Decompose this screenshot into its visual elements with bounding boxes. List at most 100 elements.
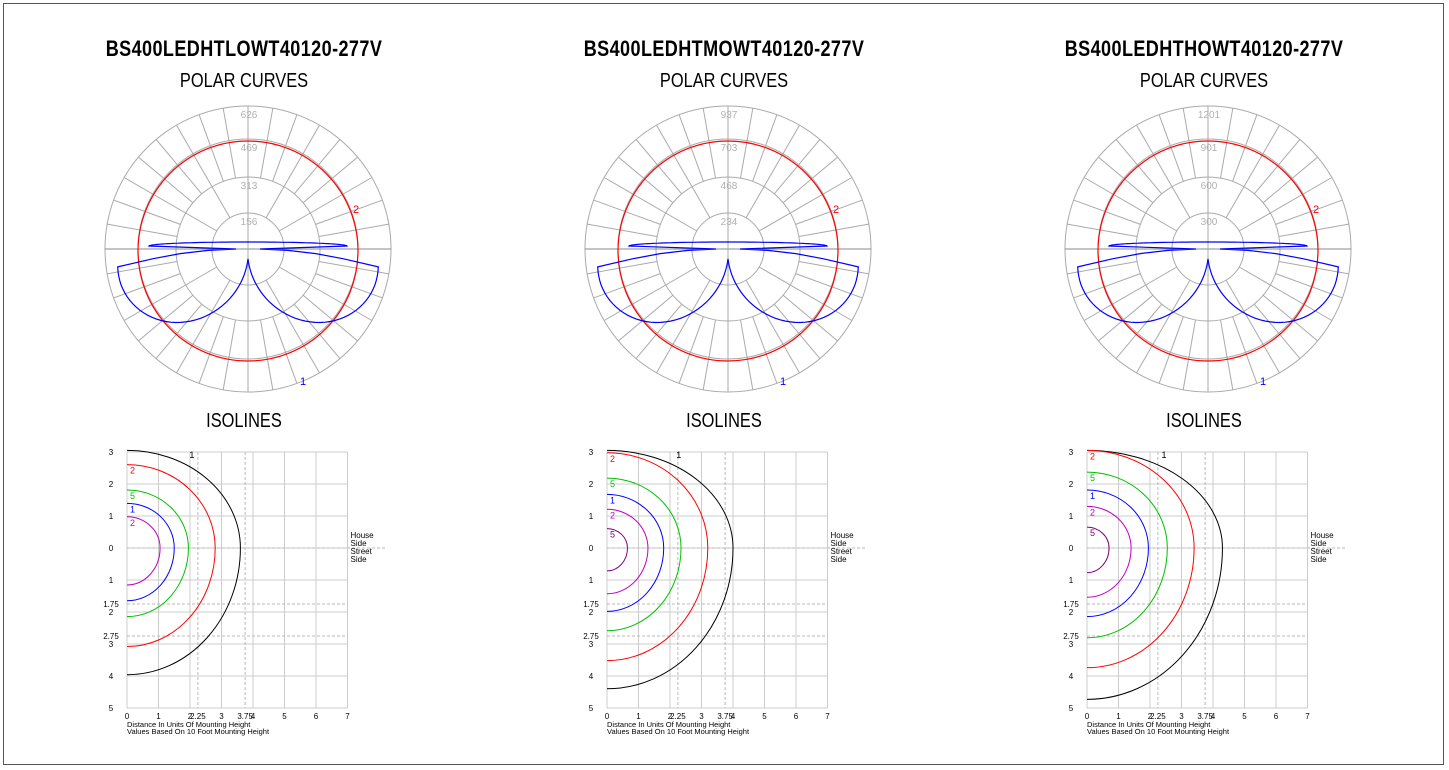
polar-spoke	[1253, 303, 1301, 359]
polar-series-label: 2	[833, 204, 839, 216]
polar-spoke	[107, 261, 178, 275]
isoline-side-label: Side	[351, 539, 368, 548]
isoline-contour	[606, 493, 665, 612]
isoline-x-tick: 1	[1116, 712, 1121, 721]
polar-spoke	[198, 114, 224, 182]
chart-panel-1: BS400LEDHTLOWT40120-277V POLAR CURVES 62…	[4, 4, 484, 764]
polar-spoke	[782, 156, 838, 204]
isoline-contour-label: 2	[610, 454, 615, 464]
isoline-grid	[606, 451, 866, 709]
isoline-y-tick: 2.75	[1063, 632, 1079, 641]
isoline-contour	[1086, 526, 1110, 574]
isoline-contour	[606, 508, 649, 595]
polar-spoke	[587, 223, 658, 237]
isoline-y-tick: 0	[109, 544, 114, 553]
isoline-x-tick: 5	[1242, 712, 1247, 721]
isoline-contour	[606, 528, 628, 572]
polar-ring-label: 901	[1201, 143, 1218, 154]
polar-curves-heading: POLAR CURVES	[179, 70, 309, 92]
polar-spoke	[702, 319, 716, 390]
chart-panel-2: BS400LEDHTMOWT40120-277V POLAR CURVES 93…	[484, 4, 964, 764]
polar-spoke	[113, 199, 181, 225]
isoline-contour-label: 5	[610, 479, 615, 489]
polar-spoke	[678, 114, 704, 182]
polar-series-2	[1097, 140, 1319, 362]
polar-spoke	[752, 114, 778, 182]
isoline-contour-label: 2	[1090, 507, 1095, 517]
isoline-x-tick: 7	[1305, 712, 1310, 721]
isoline-x-tick: 5	[762, 712, 767, 721]
isoline-contour-label: 2	[610, 510, 615, 520]
isoline-contour	[606, 452, 709, 662]
isoline-contour-label: 1	[676, 450, 681, 460]
polar-spoke	[795, 199, 863, 225]
isoline-y-tick: 3	[109, 448, 114, 457]
polar-spoke	[773, 139, 821, 195]
isoline-y-tick: 2	[109, 480, 114, 489]
polar-ring-label: 313	[241, 181, 258, 192]
isoline-y-tick: 2	[109, 608, 114, 617]
polar-spoke	[1275, 199, 1343, 225]
polar-spoke	[603, 266, 698, 321]
polar-spoke	[1115, 139, 1163, 195]
polar-series-label: 1	[300, 376, 306, 388]
isoline-contour	[606, 477, 682, 632]
polar-spoke	[123, 266, 218, 321]
polar-spoke	[265, 124, 320, 219]
isoline-y-tick: 3	[1069, 640, 1074, 649]
polar-spoke	[155, 139, 203, 195]
isoline-contour	[126, 489, 189, 618]
isoline-side-label: Side	[1311, 555, 1328, 564]
polar-spoke	[1083, 266, 1178, 321]
polar-ring-label: 468	[721, 181, 738, 192]
polar-spoke	[1253, 139, 1301, 195]
isoline-contour-label: 5	[130, 491, 135, 501]
polar-spoke	[176, 124, 231, 219]
isoline-note: Values Based On 10 Foot Mounting Height	[1087, 727, 1230, 736]
isoline-x-tick: 2	[188, 712, 193, 721]
isoline-y-tick: 3	[589, 448, 594, 457]
polar-spoke	[138, 294, 194, 342]
polar-spoke	[1115, 303, 1163, 359]
polar-ring-label: 703	[721, 143, 738, 154]
isoline-x-tick: 0	[125, 712, 130, 721]
polar-series-label: 1	[780, 376, 786, 388]
isoline-chart: 3 2 1 0 1 2 3 4 5 1.75 2.75 0 1 2 3 4 5 6 7 2.25 3.75Distanc…	[583, 448, 866, 736]
polar-ring-label: 937	[721, 110, 738, 121]
isoline-grid	[126, 451, 386, 709]
polar-spoke	[107, 223, 178, 237]
isoline-y-tick: 1.75	[1063, 600, 1079, 609]
isoline-x-tick: 3	[219, 712, 224, 721]
isoline-x-tick: 2.25	[190, 712, 206, 721]
polar-spoke	[293, 303, 341, 359]
isolines-heading: ISOLINES	[1166, 410, 1242, 432]
isoline-contour-label: 2	[130, 466, 135, 476]
isoline-y-tick: 1.75	[103, 600, 119, 609]
polar-ring-label: 469	[241, 143, 258, 154]
isoline-side-label: Side	[351, 555, 368, 564]
isoline-y-tick: 2.75	[583, 632, 599, 641]
isoline-chart: 3 2 1 0 1 2 3 4 5 1.75 2.75 0 1 2 3 4 5 6 7 2.25 3.75Distanc…	[1063, 448, 1346, 736]
polar-spoke	[1136, 279, 1191, 374]
isoline-x-tick: 3	[699, 712, 704, 721]
isoline-contour	[126, 449, 241, 676]
isoline-y-tick: 0	[1069, 544, 1074, 553]
polar-spoke	[1083, 177, 1178, 232]
polar-spoke	[302, 294, 358, 342]
polar-spoke	[1232, 114, 1258, 182]
isoline-contour	[1086, 489, 1149, 618]
chart-title: BS400LEDHTLOWT40120-277V	[105, 36, 383, 61]
isoline-y-tick: 1.75	[583, 600, 599, 609]
isoline-contour	[1086, 449, 1223, 700]
polar-spoke	[656, 279, 711, 374]
polar-spoke	[603, 177, 698, 232]
isoline-y-tick: 2	[589, 608, 594, 617]
polar-spoke	[1232, 316, 1258, 384]
isoline-x-tick: 2.25	[670, 712, 686, 721]
polar-ring-label: 600	[1201, 181, 1218, 192]
isoline-contour	[1086, 471, 1168, 639]
isoline-note: Values Based On 10 Foot Mounting Height	[127, 727, 270, 736]
polar-spoke	[1220, 319, 1234, 390]
polar-curves-heading: POLAR CURVES	[1139, 70, 1269, 92]
polar-spoke	[1238, 177, 1333, 232]
